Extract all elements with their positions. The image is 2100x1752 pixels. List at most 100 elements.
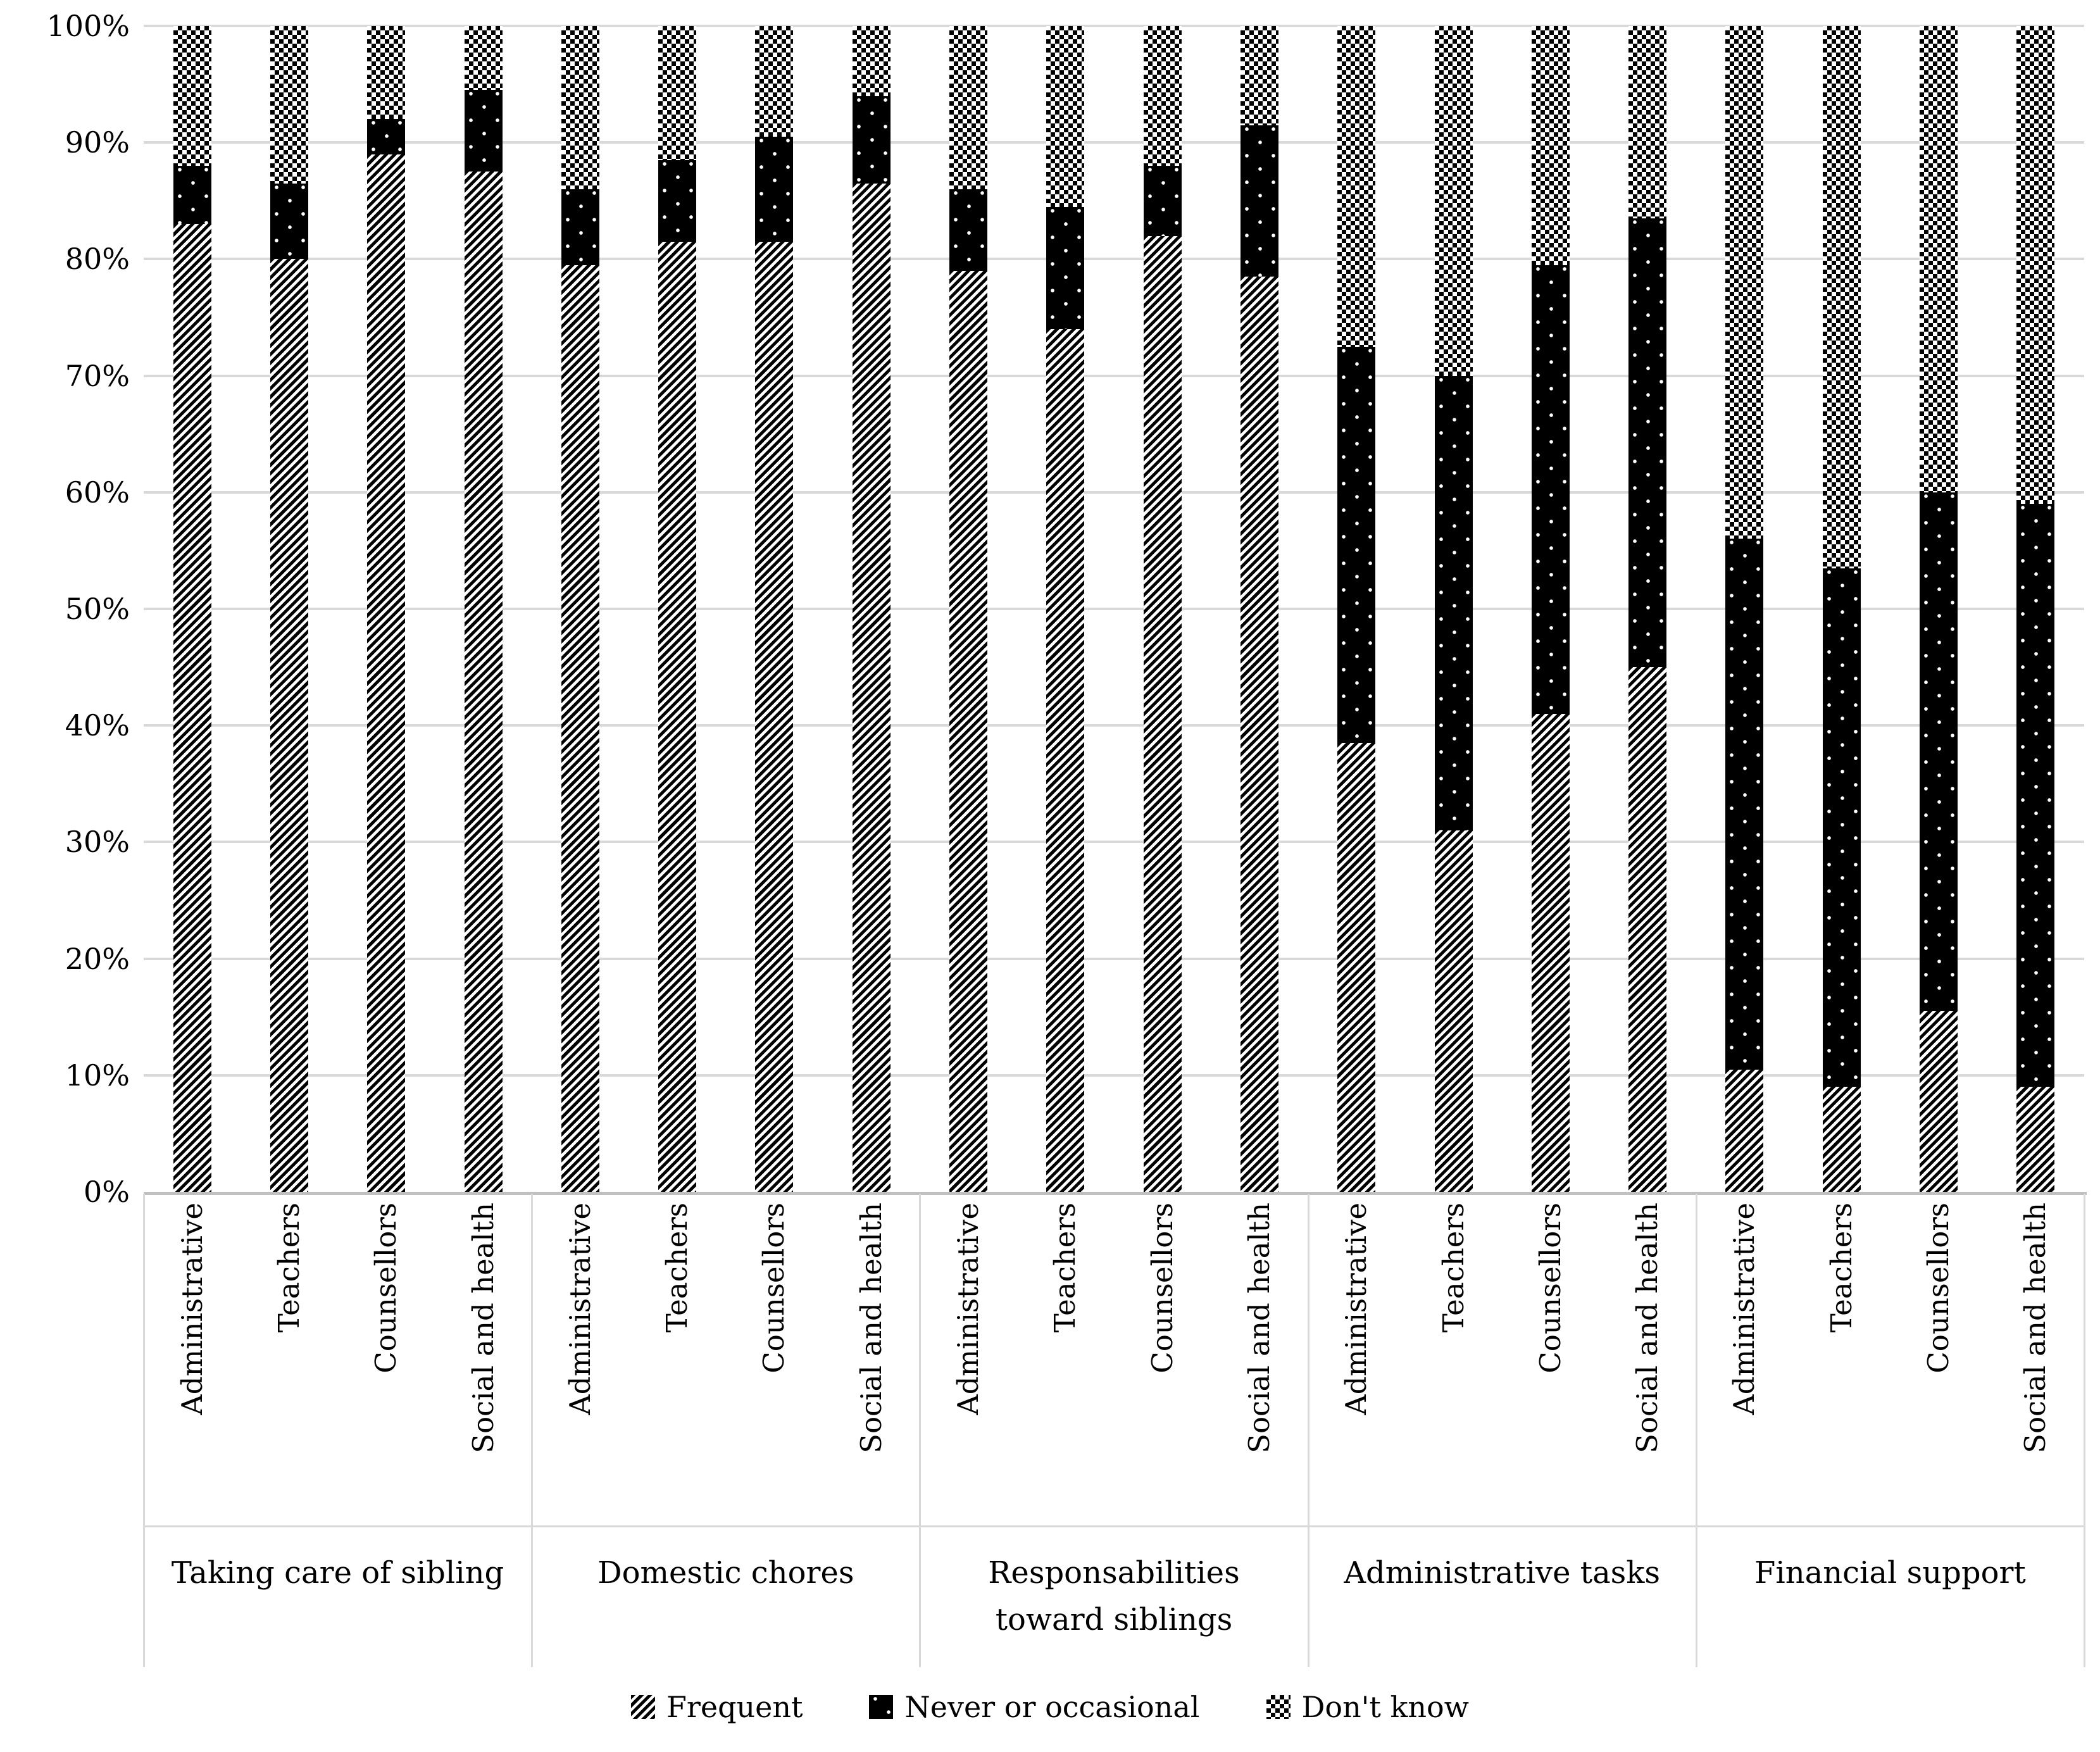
legend-swatch-never [869, 1695, 894, 1719]
bar-Financial support-Social and health [2016, 26, 2055, 1192]
bar-Taking care of sibling-Administrative [173, 26, 211, 1192]
bar-segment-never [1240, 125, 1278, 277]
x-axis-category-label: Social and health [466, 1203, 500, 1453]
bar-segment-dk [2016, 26, 2055, 504]
bar-segment-never [1628, 218, 1667, 668]
bar-segment-dk [755, 26, 794, 137]
bar-Taking care of sibling-Social and health [464, 26, 503, 1192]
bar-segment-dk [1337, 26, 1376, 347]
bar-Financial support-Counsellors [1920, 26, 1958, 1192]
bar-Domestic chores-Teachers [658, 26, 697, 1192]
category-separator [2084, 1194, 2085, 1667]
x-axis-category-label: Teachers [660, 1203, 694, 1333]
bar-segment-never [1920, 492, 1958, 1011]
x-axis-category-label: Social and health [854, 1203, 888, 1453]
bar-segment-never [1143, 166, 1182, 236]
category-separator [1695, 1194, 1697, 1667]
bar-segment-dk [367, 26, 406, 120]
bar-segment-freq [1725, 1069, 1764, 1192]
bar-segment-freq [1337, 742, 1376, 1192]
y-axis-tick-label: 50% [65, 592, 130, 626]
y-axis-tick-label: 100% [46, 9, 130, 43]
gridline-40% [144, 724, 2084, 727]
gridline-50% [144, 608, 2084, 610]
gridline-30% [144, 841, 2084, 844]
bar-segment-dk [1143, 26, 1182, 166]
category-separator [919, 1194, 922, 1667]
bar-segment-never [658, 160, 697, 242]
bar-Administrative tasks-Teachers [1434, 26, 1473, 1192]
bar-Administrative tasks-Counsellors [1531, 26, 1570, 1192]
bar-segment-freq [173, 224, 211, 1192]
bar-segment-dk [1822, 26, 1861, 568]
bar-segment-freq [2016, 1087, 2055, 1192]
x-axis-category-label: Administrative [175, 1203, 209, 1415]
bar-segment-freq [1046, 328, 1085, 1192]
group-label: Domestic chores [597, 1555, 854, 1591]
bar-segment-dk [658, 26, 697, 160]
legend-item: Frequent [630, 1690, 803, 1724]
bar-Taking care of sibling-Teachers [270, 26, 308, 1192]
bar-Domestic chores-Administrative [561, 26, 599, 1192]
x-axis-category-label: Teachers [272, 1203, 306, 1333]
bar-segment-freq [270, 259, 308, 1192]
legend-item: Never or occasional [869, 1691, 1200, 1723]
bar-Administrative tasks-Social and health [1628, 26, 1667, 1192]
group-label: Administrative tasks [1344, 1555, 1661, 1591]
group-label: Responsabilities toward siblings [988, 1555, 1240, 1637]
bar-segment-freq [561, 265, 599, 1192]
bar-segment-never [270, 183, 308, 260]
bar-Responsabilities-Administrative [949, 26, 988, 1192]
bar-segment-never [1337, 346, 1376, 743]
y-axis-tick-label: 60% [65, 475, 130, 510]
x-axis-category-label: Counsellors [1533, 1203, 1567, 1373]
gridline-70% [144, 374, 2084, 377]
category-separator [531, 1194, 534, 1667]
bar-segment-freq [1822, 1087, 1861, 1192]
bar-Taking care of sibling-Counsellors [367, 26, 406, 1192]
bar-segment-never [1531, 265, 1570, 714]
x-axis-line [144, 1192, 2087, 1195]
y-axis-tick-label: 0% [84, 1175, 130, 1209]
bar-segment-never [1434, 375, 1473, 830]
bar-segment-freq [1434, 830, 1473, 1192]
bar-segment-dk [852, 26, 891, 96]
bar-Responsabilities-Counsellors [1143, 26, 1182, 1192]
bar-segment-never [561, 189, 599, 265]
bar-segment-freq [464, 172, 503, 1192]
bar-segment-never [1822, 568, 1861, 1087]
bar-segment-freq [1143, 235, 1182, 1192]
gridline-60% [144, 491, 2084, 494]
legend-label: Frequent [666, 1690, 803, 1724]
bar-segment-dk [1725, 26, 1764, 539]
bar-segment-dk [949, 26, 988, 189]
bar-segment-dk [464, 26, 503, 91]
bar-segment-never [1725, 539, 1764, 1070]
x-axis-category-label: Counsellors [757, 1203, 791, 1373]
bar-Financial support-Teachers [1822, 26, 1861, 1192]
legend-swatch-freq [630, 1695, 655, 1719]
bar-segment-never [949, 189, 988, 271]
bar-segment-never [367, 119, 406, 154]
bar-segment-dk [1531, 26, 1570, 265]
bar-segment-freq [755, 241, 794, 1192]
bar-segment-freq [1531, 713, 1570, 1192]
bar-Administrative tasks-Administrative [1337, 26, 1376, 1192]
bar-segment-never [755, 136, 794, 242]
bar-Domestic chores-Social and health [852, 26, 891, 1192]
x-axis-category-label: Teachers [1824, 1203, 1858, 1333]
bar-segment-dk [173, 26, 211, 166]
bar-segment-dk [561, 26, 599, 189]
x-axis-category-label: Counsellors [1922, 1203, 1956, 1373]
bar-segment-dk [1046, 26, 1085, 207]
gridline-80% [144, 258, 2084, 261]
x-axis-category-label: Counsellors [1145, 1203, 1179, 1373]
y-axis-tick-label: 30% [65, 825, 130, 860]
gridline-10% [144, 1073, 2084, 1077]
bar-Responsabilities-Social and health [1240, 26, 1278, 1192]
x-axis-category-label: Administrative [1339, 1203, 1373, 1415]
gridline-100% [144, 25, 2084, 27]
bar-segment-dk [1434, 26, 1473, 376]
y-axis-tick-label: 90% [65, 125, 130, 160]
